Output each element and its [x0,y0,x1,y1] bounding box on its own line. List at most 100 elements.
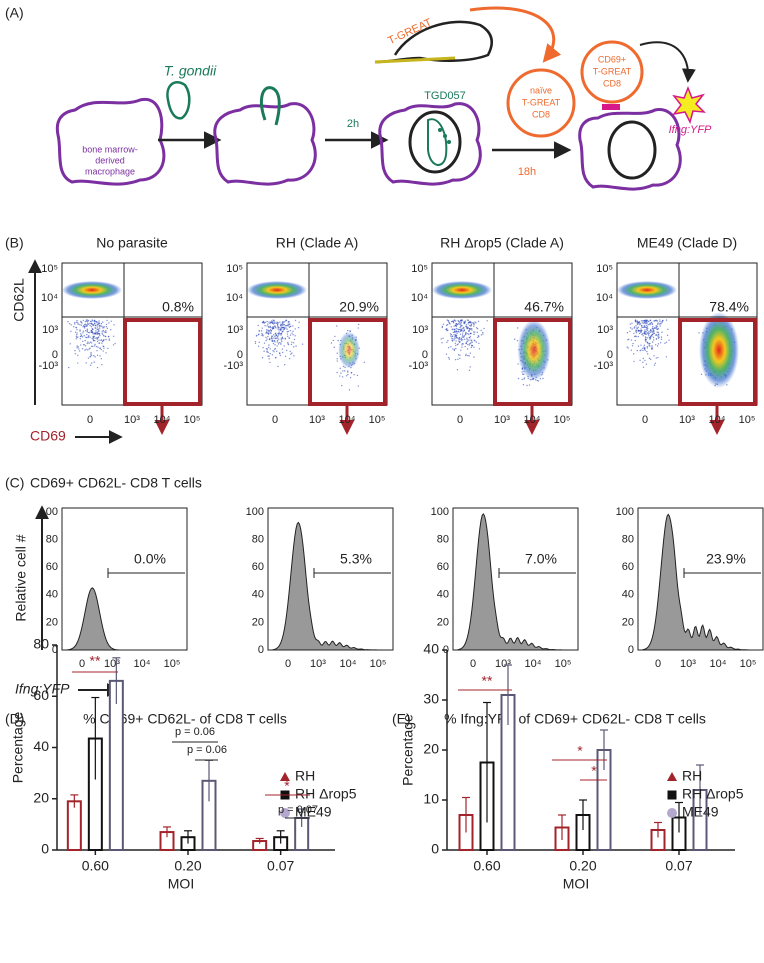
annotation: p = 0.06 [175,726,215,738]
event [471,329,473,331]
x-tick-label: 0 [642,414,648,426]
event [460,323,462,326]
event [106,327,109,330]
event [629,330,631,332]
event [645,340,647,343]
event [649,335,652,337]
event [657,356,659,359]
event [467,343,469,346]
event [644,359,646,362]
event [633,332,635,335]
event [526,384,528,387]
event [94,327,96,329]
event [92,340,95,342]
event [353,374,355,376]
event [651,341,654,343]
event [277,325,279,328]
event [346,370,349,372]
event [468,321,471,324]
label: derived [95,155,125,165]
event [269,348,271,350]
event [486,320,488,322]
event [277,343,280,345]
macrophage [55,97,166,186]
event [357,327,359,329]
y-tick-label: 100 [431,506,449,518]
event [272,350,274,352]
y-tick-label: -10³ [223,360,243,372]
event [645,326,647,329]
event [658,336,660,338]
event [77,323,79,325]
event [653,364,656,366]
event [656,320,659,322]
event [448,322,451,324]
event [642,357,644,360]
event [90,362,93,364]
event [643,344,646,346]
gate [308,318,387,406]
event [267,323,269,325]
event [651,347,653,350]
event [283,364,286,366]
event [261,356,264,359]
event [642,361,644,364]
event [470,332,472,335]
event [90,330,92,332]
event [112,344,115,346]
event [283,327,286,329]
event [517,363,519,365]
event [635,329,637,331]
event [265,336,267,339]
legend-marker [280,772,290,781]
event [478,348,481,350]
density [62,281,122,299]
event [469,366,471,368]
event [283,328,285,331]
event [89,322,91,325]
event [265,332,267,334]
x-tick-label: 10⁴ [154,414,171,426]
event [289,350,291,353]
event [74,331,77,333]
event [452,331,455,334]
y-tick-label: 10³ [597,324,613,336]
event [99,334,101,337]
event [95,330,97,332]
event [482,333,484,335]
y-tick-label: 40 [423,641,439,657]
event [475,341,478,343]
event [465,324,467,326]
event [269,361,271,364]
event [270,328,272,330]
legend-label: RH [682,768,702,784]
event [81,336,84,338]
event [272,326,274,328]
event [281,340,283,343]
event [266,338,268,340]
legend-label: RH Δrop5 [682,786,744,802]
event [271,335,274,337]
event [70,324,72,326]
event [450,326,452,328]
event [644,326,646,329]
event [287,321,289,323]
event [463,322,466,325]
event [78,348,80,350]
event [276,350,278,352]
y-tick-label: 20 [46,616,58,628]
event [464,320,467,322]
event [95,320,98,323]
event [92,324,95,326]
event [92,333,94,335]
event [263,342,266,344]
event [631,345,634,347]
y-tick-label: 60 [33,687,49,703]
event [665,356,668,358]
y-tick-label: 10⁴ [411,292,428,304]
event [442,323,445,325]
event [283,345,285,347]
event [108,322,110,324]
event [291,352,293,354]
event [477,320,480,323]
